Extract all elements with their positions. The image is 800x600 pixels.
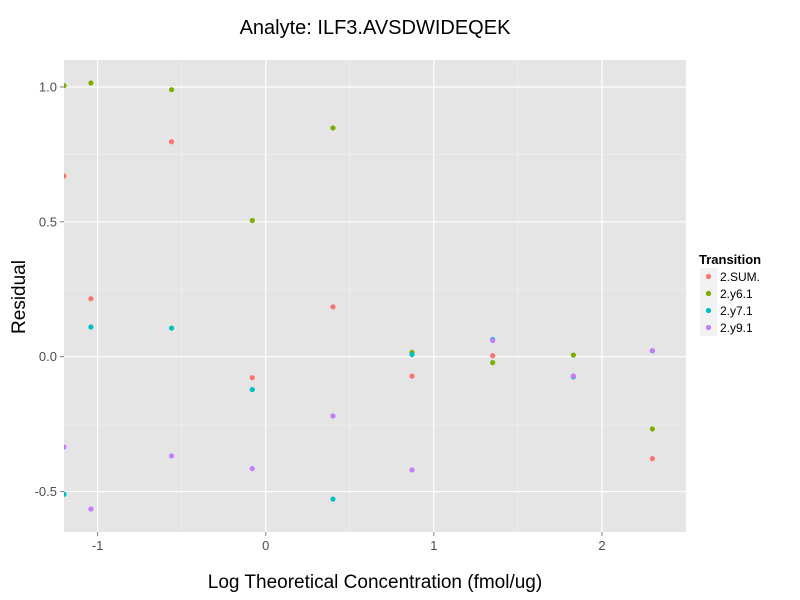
data-point	[649, 348, 655, 354]
legend: Transition 2.SUM. 2.y6.1 2.y7.1 2.y9.1	[699, 252, 761, 336]
data-point	[330, 496, 336, 502]
data-point	[249, 375, 255, 381]
data-point	[570, 352, 576, 358]
data-point	[490, 353, 496, 359]
legend-marker	[705, 290, 712, 297]
data-point	[330, 125, 336, 131]
data-point	[168, 325, 175, 331]
plot-panel	[64, 60, 686, 532]
y-axis-ticks: -0.5 0.0 0.5 1.0	[35, 79, 64, 499]
legend-marker	[705, 307, 712, 314]
legend-marker	[705, 324, 712, 331]
data-point	[490, 360, 496, 366]
x-tick-label: 1	[430, 538, 437, 553]
data-point	[88, 324, 94, 330]
legend-label: 2.y6.1	[720, 287, 753, 301]
data-point	[570, 373, 576, 379]
y-tick-label: 0.5	[39, 214, 57, 229]
data-point	[649, 426, 655, 432]
data-point	[168, 139, 175, 145]
data-point	[249, 217, 255, 224]
major-gridlines	[64, 60, 686, 532]
data-point	[88, 296, 94, 302]
chart-title: Analyte: ILF3.AVSDWIDEQEK	[240, 17, 511, 39]
y-tick-label: -0.5	[35, 484, 57, 499]
data-point	[490, 337, 496, 344]
data-point	[409, 351, 415, 358]
y-tick-label: 0.0	[39, 349, 57, 364]
legend-label: 2.y7.1	[720, 304, 753, 318]
data-point	[649, 456, 655, 462]
data-point	[64, 83, 67, 89]
data-point	[88, 506, 94, 512]
y-axis-title: Residual	[9, 260, 30, 334]
data-point	[330, 413, 336, 419]
data-point	[88, 80, 94, 86]
minor-gridlines	[64, 60, 686, 532]
x-axis-ticks: -1 0 1 2	[92, 532, 606, 553]
x-axis-title: Log Theoretical Concentration (fmol/ug)	[208, 572, 542, 593]
x-tick-label: 0	[262, 538, 269, 553]
data-point	[409, 467, 415, 473]
legend-label: 2.y9.1	[720, 321, 753, 335]
legend-title: Transition	[699, 252, 761, 267]
y-tick-label: 1.0	[39, 79, 57, 94]
data-point	[64, 491, 67, 497]
data-point	[168, 87, 175, 93]
data-points	[64, 80, 655, 512]
data-point	[249, 466, 255, 472]
data-point	[249, 386, 255, 393]
data-point	[168, 453, 175, 459]
x-tick-label: 2	[598, 538, 605, 553]
legend-marker	[705, 273, 712, 280]
data-point	[409, 373, 415, 379]
x-tick-label: -1	[92, 538, 104, 553]
data-point	[64, 444, 67, 450]
data-point	[64, 173, 67, 179]
legend-label: 2.SUM.	[720, 270, 760, 284]
data-point	[330, 304, 336, 310]
